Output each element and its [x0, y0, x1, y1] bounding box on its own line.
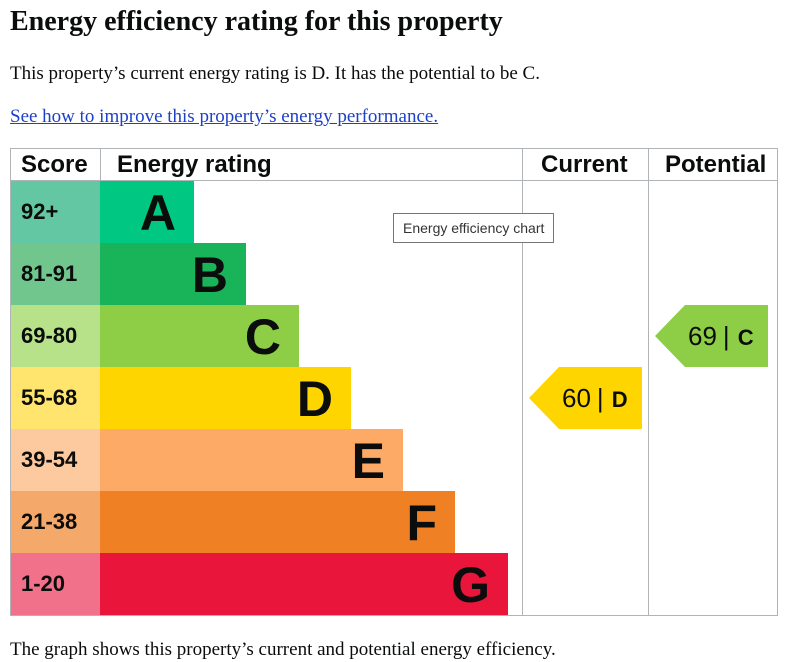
band-bar: E — [100, 429, 403, 491]
band-score-range: 69-80 — [11, 305, 100, 367]
band-bar: F — [100, 491, 455, 553]
current-rating-value: 60 — [562, 383, 591, 413]
band-letter: A — [139, 185, 176, 241]
potential-column-header: Potential — [665, 151, 767, 178]
band-bar: A — [100, 181, 194, 243]
chart-tooltip: Energy efficiency chart — [393, 213, 555, 243]
current-column-header: Current — [541, 151, 628, 178]
band-bar: C — [100, 305, 299, 367]
band-score-range: 81-91 — [11, 243, 100, 305]
energy-rating-chart: Score Energy rating Current Potential 92… — [10, 148, 778, 616]
band-letter: E — [351, 433, 385, 489]
potential-rating-value: 69 — [688, 321, 717, 351]
band-letter: B — [191, 247, 228, 303]
graph-description: The graph shows this property’s current … — [10, 639, 556, 660]
current-rating-separator: | — [596, 383, 604, 413]
band-bar: G — [100, 553, 508, 615]
band-score-range: 55-68 — [11, 367, 100, 429]
current-rating-letter: D — [611, 387, 628, 412]
page-title: Energy efficiency rating for this proper… — [10, 6, 503, 37]
potential-rating-separator: | — [722, 321, 730, 351]
band-letter: F — [406, 495, 437, 551]
potential-rating-letter: C — [737, 325, 754, 350]
energy-rating-column-header: Energy rating — [117, 151, 272, 178]
band-score-range: 92+ — [11, 181, 100, 243]
band-score-range: 21-38 — [11, 491, 100, 553]
column-divider — [648, 149, 649, 615]
score-column-header: Score — [21, 151, 88, 178]
band-letter: C — [244, 309, 281, 365]
improve-energy-link[interactable]: See how to improve this property’s energ… — [10, 106, 439, 127]
band-score-range: 1-20 — [11, 553, 100, 615]
band-score-range: 39-54 — [11, 429, 100, 491]
rating-summary: This property’s current energy rating is… — [10, 63, 540, 84]
potential-rating-arrow: 69 | C — [655, 305, 768, 367]
band-letter: G — [451, 557, 490, 613]
column-divider — [522, 149, 523, 615]
band-bar: D — [100, 367, 351, 429]
band-bar: B — [100, 243, 246, 305]
current-rating-arrow: 60 | D — [529, 367, 642, 429]
band-letter: D — [296, 371, 333, 427]
header-divider — [11, 180, 777, 181]
